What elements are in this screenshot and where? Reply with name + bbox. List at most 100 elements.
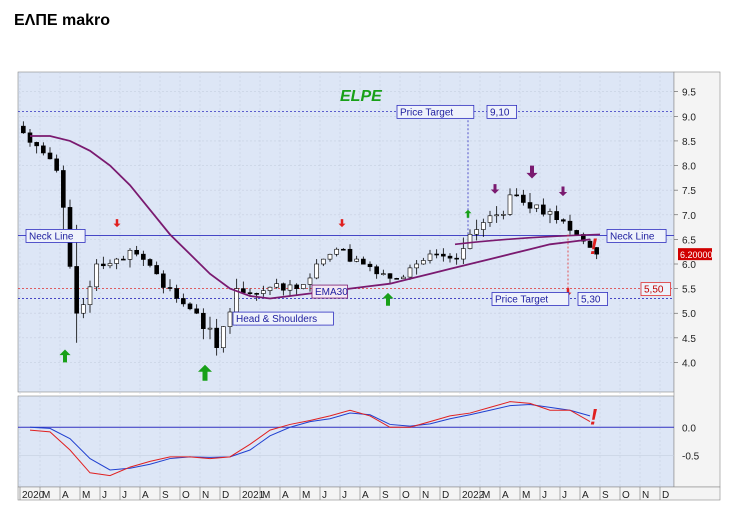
candle-body — [121, 258, 126, 261]
candle-body — [321, 258, 326, 265]
price-target-lower-label: Price Target — [495, 294, 548, 305]
time-tick-label: 2020 — [22, 490, 45, 501]
neck-line-left-label-box — [25, 229, 86, 243]
price-tick-label: 8.5 — [682, 137, 696, 148]
neck-line-right-label-box — [606, 229, 667, 243]
price-target-lower-label-box — [491, 292, 570, 306]
time-tick-label: J — [322, 490, 327, 501]
pattern-label: Head & Shoulders — [236, 314, 317, 325]
candle-body — [194, 308, 199, 314]
time-tick-label: 2021 — [242, 490, 265, 501]
candle-body — [94, 263, 99, 288]
time-tick-label: M — [302, 490, 310, 501]
candle-body — [561, 219, 566, 222]
candle-body — [461, 248, 466, 260]
candle-body — [467, 233, 473, 249]
candle-body — [481, 222, 486, 230]
candle-body — [501, 214, 506, 216]
ema30-label-box — [311, 284, 348, 299]
candle-body — [34, 142, 39, 147]
candle-body — [207, 327, 213, 330]
price-tick-label: 6.0 — [682, 260, 696, 271]
candle-body — [381, 273, 386, 275]
candle-body — [287, 284, 293, 291]
price-tick-label: 4.5 — [682, 334, 696, 345]
time-tick-label: N — [202, 490, 209, 501]
candle-body — [114, 258, 119, 264]
warning-mark: ! — [590, 404, 597, 429]
price-tick-label: 9.5 — [682, 88, 696, 99]
candle-body — [147, 259, 153, 266]
candle-body — [214, 327, 219, 348]
buy-arrow — [59, 349, 71, 363]
candle-body — [547, 211, 553, 215]
candle-body — [81, 304, 86, 314]
candle-body — [367, 263, 373, 268]
annotations: Price Target 9,10 Neck Line Neck Line 5,50 Pr… — [25, 104, 713, 429]
candle-body — [141, 253, 146, 260]
candle-body — [261, 290, 266, 294]
candle-body — [334, 248, 339, 255]
time-tick-label: J — [342, 490, 347, 501]
price-target-upper-label-box — [396, 104, 475, 119]
time-tick-label: A — [582, 490, 589, 501]
time-tick-label: M — [262, 490, 270, 501]
time-tick-label: J — [542, 490, 547, 501]
macd-line — [29, 401, 591, 477]
ema30-label: EMA30 — [315, 287, 348, 298]
candle-body — [374, 266, 379, 275]
candle-body — [267, 286, 273, 291]
candle-body — [101, 263, 106, 267]
ema30-line — [30, 135, 591, 300]
candle-body — [487, 215, 493, 223]
time-tick-label: S — [382, 490, 389, 501]
last-price-label: 6.20000 — [680, 250, 713, 260]
candle-body — [394, 278, 399, 280]
candle-body — [494, 214, 499, 217]
price-tick-label: 8.0 — [682, 162, 696, 173]
candle-body — [407, 267, 413, 278]
candle-body — [47, 152, 53, 160]
time-tick-label: N — [422, 490, 429, 501]
candle-body — [434, 253, 439, 256]
ema30-path — [30, 135, 591, 300]
price-target-upper-value: 9,10 — [490, 107, 510, 118]
time-tick-label: J — [562, 490, 567, 501]
candle-body — [347, 248, 353, 262]
candle-body — [387, 273, 393, 279]
candle-body — [514, 194, 519, 197]
time-tick-label: A — [502, 490, 509, 501]
candle-body — [307, 277, 313, 285]
time-tick-label: M — [42, 490, 50, 501]
pattern-neck-curve — [454, 233, 601, 246]
macd-tick-label: 0.0 — [682, 423, 696, 434]
time-tick-label: D — [662, 490, 669, 501]
candle-body — [527, 202, 533, 209]
warning-mark: ! — [590, 234, 597, 259]
candle-body — [554, 211, 559, 220]
pattern-arrow — [526, 165, 538, 179]
price-tick-label: 4.0 — [682, 358, 696, 369]
candle-body — [314, 263, 319, 279]
candle-body — [241, 288, 246, 293]
candle-body — [427, 253, 433, 261]
price-target-upper-label: Price Target — [400, 107, 453, 118]
candle-body — [534, 204, 539, 209]
time-tick-label: M — [82, 490, 90, 501]
support-level-value: 5,50 — [644, 285, 664, 296]
neck-line-left-label: Neck Line — [29, 231, 74, 242]
candle-body — [227, 311, 233, 327]
time-tick-label: D — [222, 490, 229, 501]
candle-body — [401, 276, 406, 280]
candle-body — [327, 253, 333, 260]
candle-body — [507, 194, 513, 215]
macd-tick-label: -0.5 — [682, 452, 700, 463]
candle-body — [354, 258, 359, 262]
time-tick-label: J — [122, 490, 127, 501]
time-tick-label: D — [442, 490, 449, 501]
support-level-value-box — [640, 282, 672, 297]
candle-body — [87, 286, 93, 305]
pattern-lines — [454, 116, 601, 294]
